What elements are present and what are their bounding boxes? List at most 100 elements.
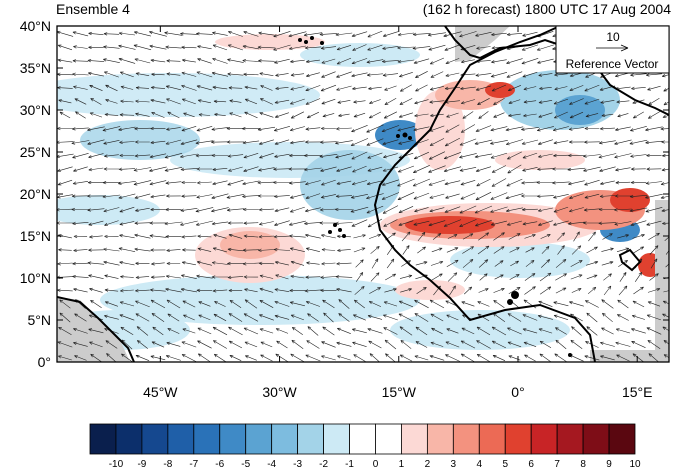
wind-vector bbox=[413, 58, 430, 64]
wind-vector bbox=[506, 178, 523, 187]
wind-vector bbox=[478, 111, 489, 119]
wind-vector bbox=[475, 85, 492, 91]
wind-vector bbox=[338, 299, 350, 309]
wind-vector bbox=[475, 191, 492, 201]
wind-vector bbox=[570, 274, 583, 280]
wind-vector bbox=[135, 313, 150, 322]
lat-tick-label: 10°N bbox=[20, 270, 51, 286]
wind-vector bbox=[369, 99, 381, 104]
wind-vector bbox=[149, 180, 167, 186]
wind-vector bbox=[555, 273, 567, 281]
wind-vector bbox=[537, 314, 553, 320]
wind-vector bbox=[211, 221, 229, 226]
wind-vector bbox=[462, 111, 474, 119]
wind-vector bbox=[196, 274, 213, 279]
wind-vector bbox=[198, 113, 211, 117]
wind-vector bbox=[213, 353, 226, 362]
wind-vector bbox=[320, 166, 337, 172]
wind-vector bbox=[524, 354, 536, 362]
wind-vector bbox=[491, 165, 507, 173]
wind-vector bbox=[305, 59, 320, 64]
wind-vector bbox=[446, 314, 459, 321]
wind-vector bbox=[228, 166, 243, 172]
wind-vector bbox=[274, 139, 290, 145]
wind-vector bbox=[462, 246, 474, 254]
wind-vector bbox=[336, 262, 352, 266]
wind-vector bbox=[274, 153, 290, 158]
wind-vector bbox=[58, 355, 72, 361]
wind-vector bbox=[645, 193, 663, 199]
wind-vector bbox=[476, 178, 491, 187]
wind-vector bbox=[586, 312, 598, 323]
wind-vector bbox=[151, 262, 165, 266]
wind-vector bbox=[196, 85, 213, 91]
wind-vector bbox=[633, 246, 645, 254]
wind-vector bbox=[88, 248, 104, 252]
wind-vector bbox=[72, 72, 89, 76]
colorbar-swatch bbox=[582, 423, 610, 455]
wind-vector bbox=[351, 58, 368, 65]
wind-vector bbox=[555, 287, 567, 294]
wind-vector bbox=[414, 207, 429, 213]
wind-vector bbox=[493, 246, 505, 254]
wind-vector bbox=[647, 85, 661, 91]
wind-vector bbox=[73, 341, 88, 347]
wind-vector bbox=[211, 71, 229, 77]
wind-vector bbox=[259, 112, 274, 118]
wind-vector bbox=[366, 193, 384, 200]
wind-vector bbox=[135, 261, 150, 266]
wind-vector bbox=[149, 221, 167, 225]
wind-vector bbox=[229, 300, 242, 308]
wind-vector bbox=[568, 153, 585, 158]
wind-vector bbox=[244, 341, 258, 348]
wind-vector bbox=[397, 32, 415, 37]
wind-vector bbox=[587, 286, 597, 295]
wind-vector bbox=[381, 192, 400, 200]
wind-vector bbox=[321, 98, 336, 105]
wind-vector bbox=[585, 261, 599, 266]
wind-vector bbox=[603, 273, 612, 281]
wind-vector bbox=[571, 288, 582, 293]
wind-vector bbox=[506, 151, 522, 160]
wind-vector bbox=[229, 99, 242, 103]
wind-vector bbox=[385, 353, 396, 362]
wind-vector bbox=[402, 245, 410, 255]
wind-vector bbox=[321, 355, 336, 361]
wind-vector bbox=[196, 194, 213, 199]
wind-vector bbox=[600, 180, 615, 185]
wind-vector bbox=[165, 181, 182, 185]
wind-vector bbox=[412, 165, 430, 173]
wind-vector bbox=[150, 248, 166, 252]
wind-vector bbox=[351, 180, 367, 186]
colorbar: -10 -9 -8 -7 -6 -5 -4 -3 -2 -1 0 1 2 3 4 5 6 7 8 9 10 bbox=[89, 423, 641, 470]
lat-tick-label: 40°N bbox=[20, 18, 51, 34]
wind-vector bbox=[366, 138, 384, 146]
wind-vector bbox=[584, 126, 600, 131]
wind-vector bbox=[464, 272, 472, 282]
wind-vector bbox=[166, 194, 181, 198]
wind-vector bbox=[632, 111, 644, 119]
wind-vector bbox=[180, 167, 198, 171]
wind-vector bbox=[305, 180, 321, 186]
wind-vector bbox=[352, 86, 367, 91]
wind-vector bbox=[227, 58, 244, 63]
wind-vector bbox=[490, 140, 508, 145]
colorbar-swatch bbox=[115, 423, 143, 455]
wind-vector bbox=[58, 248, 72, 252]
wind-vector bbox=[446, 259, 459, 268]
wind-vector bbox=[524, 273, 536, 281]
wind-vector bbox=[633, 286, 644, 295]
wind-vector bbox=[537, 167, 554, 171]
wind-vector bbox=[74, 98, 87, 105]
wind-vector bbox=[478, 232, 490, 241]
wind-vector bbox=[88, 328, 104, 334]
wind-vector bbox=[57, 341, 73, 348]
wind-vector bbox=[304, 221, 322, 226]
wind-vector bbox=[319, 154, 338, 158]
wind-vector bbox=[274, 288, 290, 292]
wind-vector bbox=[59, 111, 71, 119]
wind-vector bbox=[134, 247, 151, 252]
wind-vector bbox=[273, 126, 290, 132]
wind-vector bbox=[134, 193, 151, 199]
lat-tick-label: 25°N bbox=[20, 144, 51, 160]
